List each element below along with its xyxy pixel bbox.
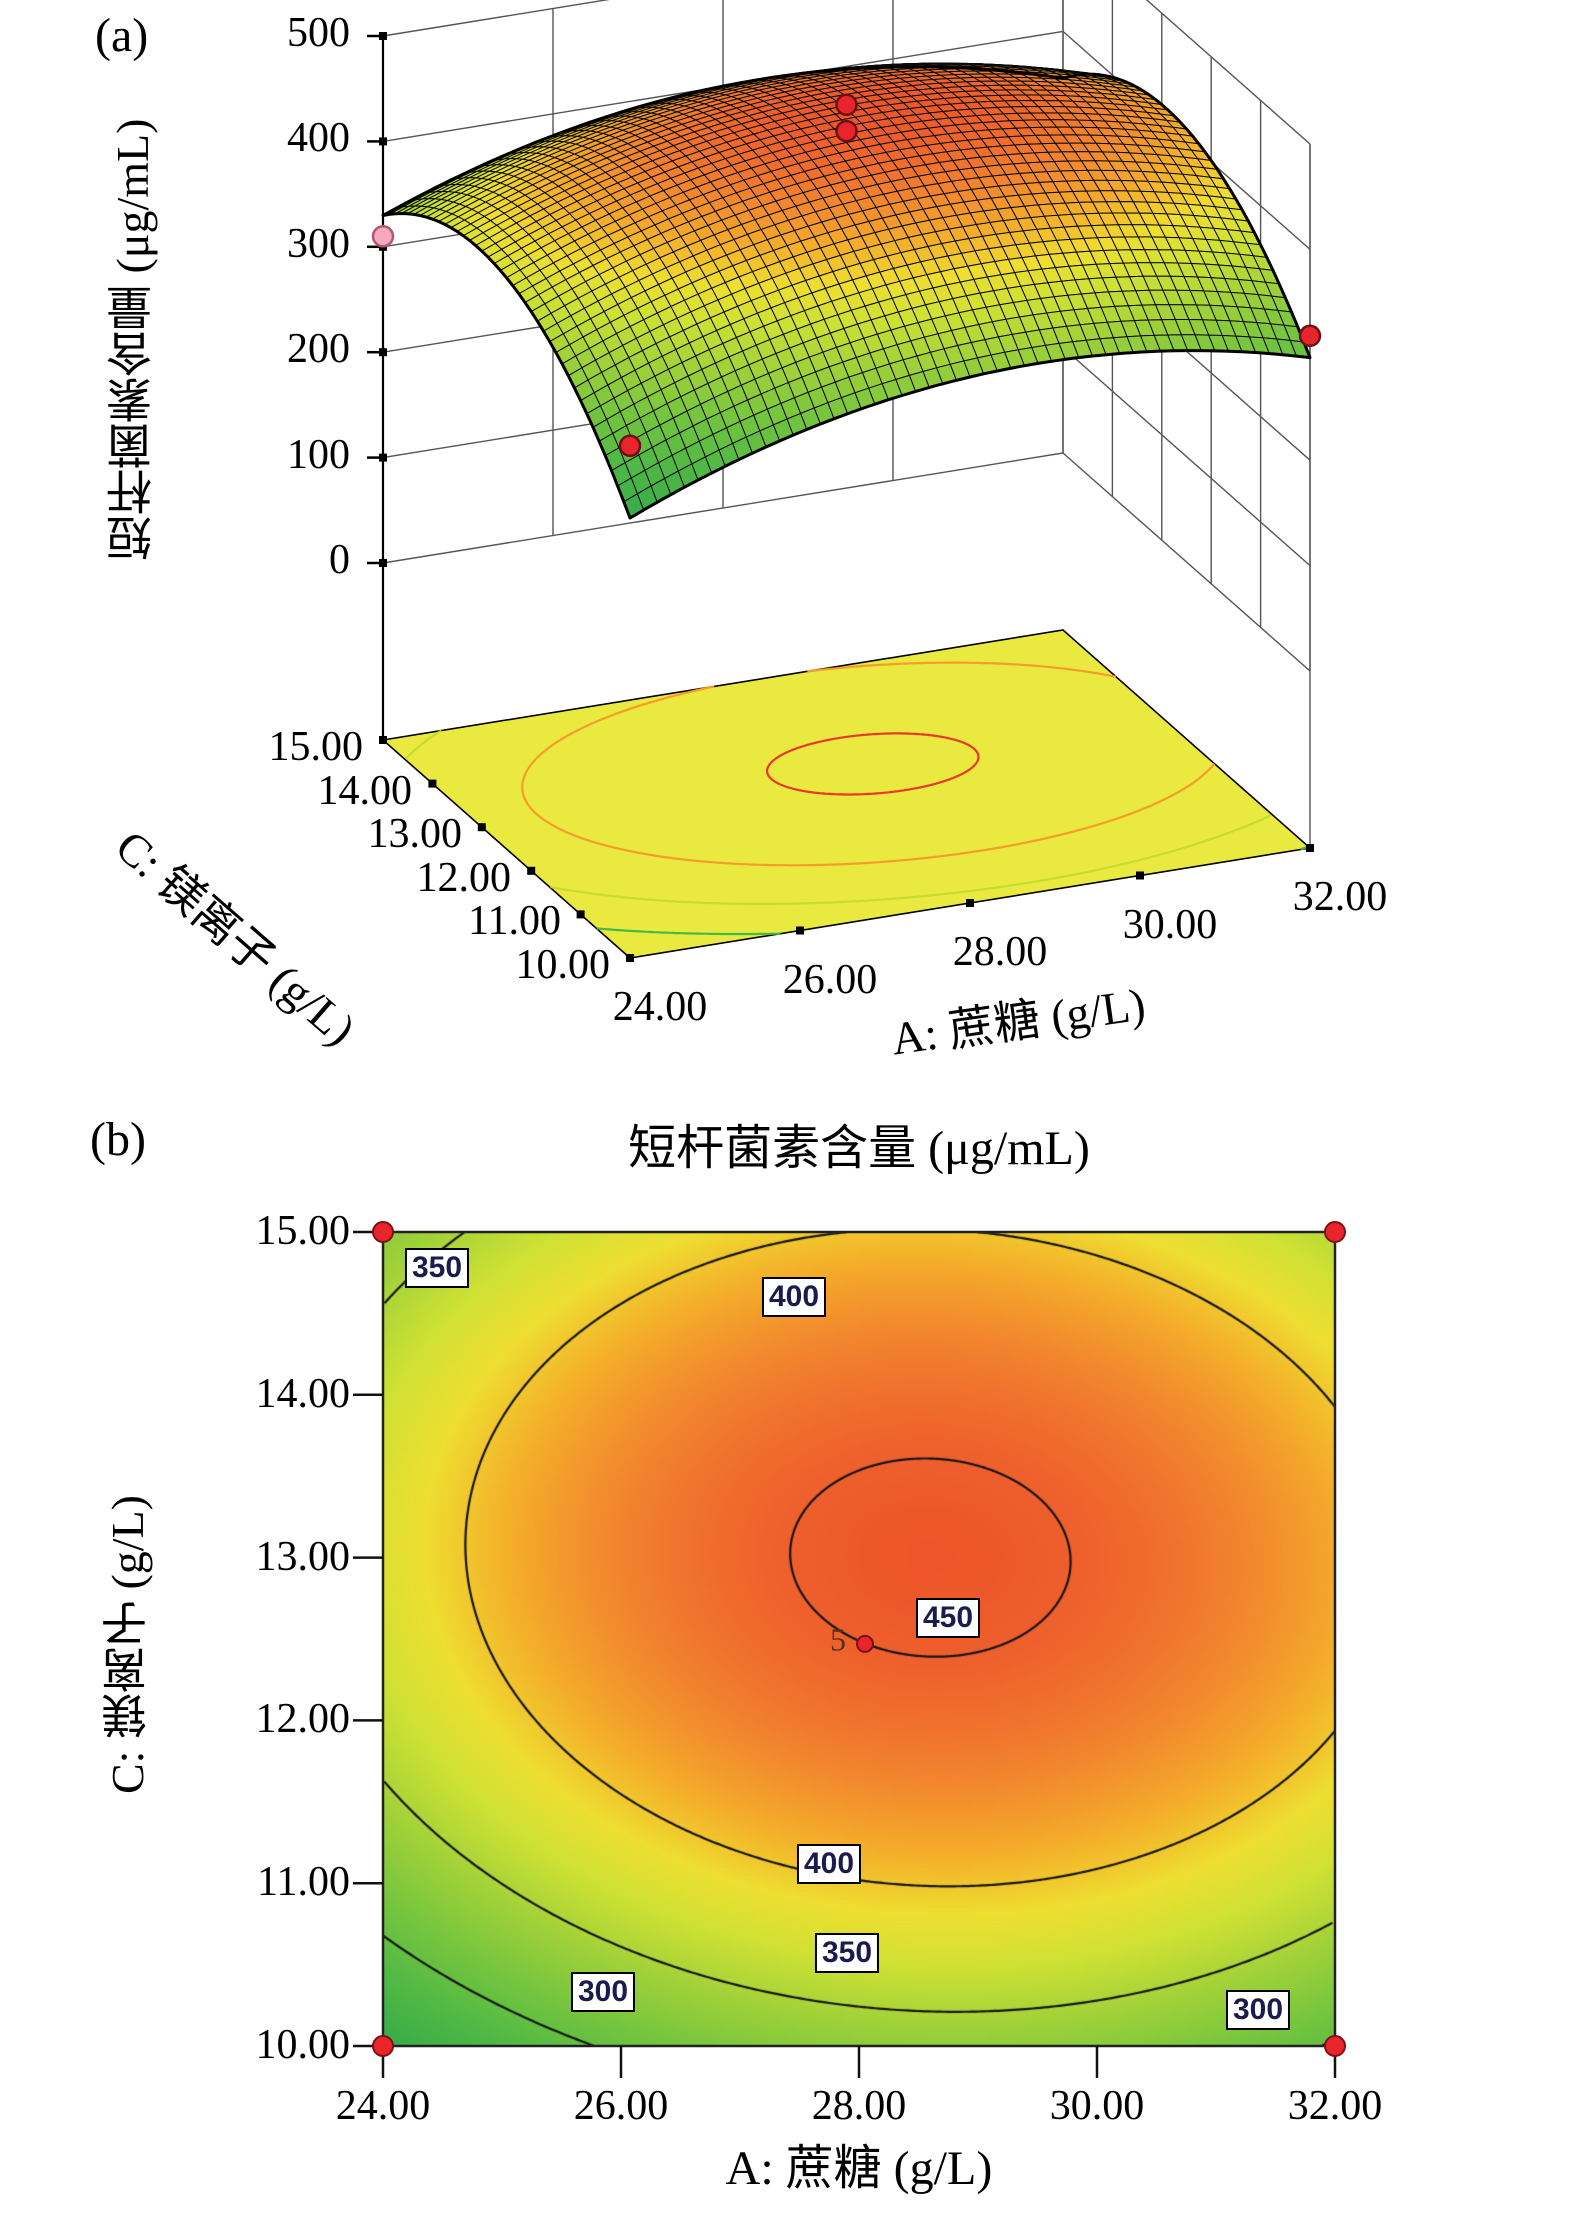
b-y-tick-label: 15.00 [255,1208,351,1254]
surface-mesh [382,62,1311,519]
a-x-tick-label: 32.00 [1292,874,1388,920]
panel-a-x-axis-title: A: 蔗糖 (g/L) [888,978,1149,1065]
a-x-tick-label: 28.00 [952,929,1048,975]
a-z-tick-label: 200 [287,326,350,372]
a-c-tick-label: 12.00 [416,855,512,901]
a-c-tick-label: 10.00 [515,942,611,988]
a-x-tick-label: 30.00 [1122,902,1218,948]
b-y-tick-label: 13.00 [255,1534,351,1580]
a-x-tick-label: 26.00 [782,957,878,1003]
a-c-tick-label: 13.00 [367,811,463,857]
b-x-tick-label: 30.00 [1049,2083,1145,2129]
panel-b-tag: (b) [90,1113,146,1166]
b-x-tick-label: 26.00 [573,2083,669,2129]
a-z-tick-label: 0 [329,537,350,583]
design-point-3d [835,119,858,143]
b-y-tick-label: 12.00 [255,1696,351,1742]
a-c-tick-label: 14.00 [317,768,413,814]
b-x-tick-label: 28.00 [811,2083,907,2129]
a-z-tick-label: 300 [287,221,350,267]
a-z-tick-label: 500 [287,10,350,56]
panel-b-title: 短杆菌素含量 (μg/mL) [628,1122,1090,1175]
design-point-3d [1298,324,1322,348]
panel-b-y-axis-title: C: 镁离子 (g/L) [102,1495,153,1795]
b-y-tick-label: 10.00 [255,2022,351,2068]
panel-a-c-axis-title: C: 镁离子 (g/L) [106,820,366,1055]
panel-a-tag: (a) [95,9,149,62]
a-x-tick-label: 24.00 [612,984,708,1030]
design-point-3d [835,93,858,117]
b-x-tick-label: 32.00 [1287,2083,1383,2129]
design-point-3d [618,434,642,458]
panel-a-z-axis-title: 短杆菌素含量 (μg/mL) [107,118,158,562]
b-x-tick-label: 24.00 [335,2083,431,2129]
a-c-tick-label: 15.00 [268,724,364,770]
contour-plot-canvas [383,1232,1335,2046]
a-c-tick-label: 11.00 [468,898,561,944]
b-y-tick-label: 14.00 [255,1371,351,1417]
a-z-tick-label: 400 [287,115,350,161]
a-z-tick-label: 100 [287,432,350,478]
design-point-3d [371,225,395,248]
b-y-tick-label: 11.00 [257,1859,350,1905]
panel-b-x-axis-title: A: 蔗糖 (g/L) [725,2142,993,2195]
